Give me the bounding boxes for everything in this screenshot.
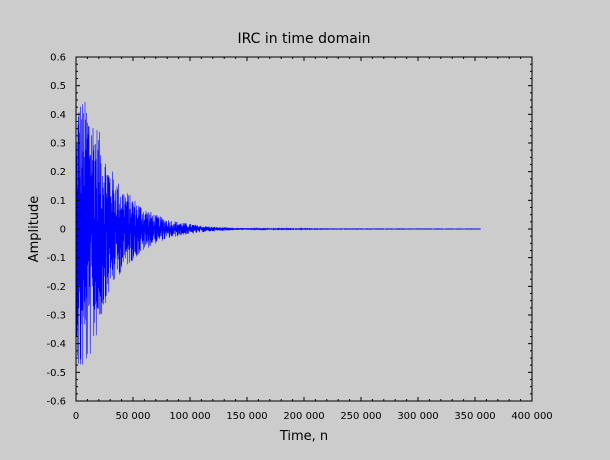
y-tick-label: -0.1 bbox=[46, 253, 66, 264]
x-tick-label: 150 000 bbox=[226, 411, 267, 422]
chart-title: IRC in time domain bbox=[237, 31, 370, 47]
x-axis-label: Time, n bbox=[279, 429, 328, 444]
x-tick-label: 0 bbox=[73, 411, 79, 422]
y-tick-label: -0.4 bbox=[46, 339, 66, 350]
y-tick-label: -0.2 bbox=[46, 282, 66, 293]
x-tick-label: 50 000 bbox=[116, 411, 151, 422]
y-tick-label: 0.1 bbox=[50, 196, 66, 207]
y-tick-label: -0.6 bbox=[46, 397, 66, 408]
x-tick-label: 250 000 bbox=[340, 411, 381, 422]
y-tick-label: 0.2 bbox=[50, 167, 66, 178]
y-tick-label: 0 bbox=[60, 225, 66, 236]
y-tick-label: -0.5 bbox=[46, 368, 66, 379]
y-tick-label: 0.3 bbox=[50, 139, 66, 150]
y-tick-label: 0.6 bbox=[50, 53, 66, 64]
x-tick-label: 200 000 bbox=[283, 411, 324, 422]
x-tick-label: 300 000 bbox=[397, 411, 438, 422]
x-tick-label: 100 000 bbox=[169, 411, 210, 422]
y-tick-label: 0.5 bbox=[50, 81, 66, 92]
x-axis: 0 50 000 100 000 150 000 200 000 250 000 300 0… bbox=[73, 57, 553, 422]
y-axis-label: Amplitude bbox=[27, 196, 42, 263]
y-tick-label: 0.4 bbox=[50, 110, 66, 121]
x-tick-label: 350 000 bbox=[454, 411, 495, 422]
x-tick-label: 400 000 bbox=[511, 411, 552, 422]
y-axis: -0.6 -0.5 -0.4 -0.3 -0.2 -0.1 0 0.1 0.2 0.3 0.4 0.5… bbox=[46, 53, 532, 408]
series-layer bbox=[75, 101, 481, 365]
y-tick-label: -0.3 bbox=[46, 311, 66, 322]
